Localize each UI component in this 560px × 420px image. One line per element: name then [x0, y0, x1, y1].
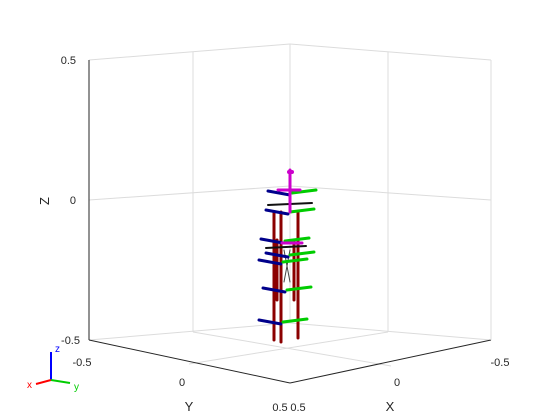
y-tick-zero: 0 [179, 377, 185, 389]
robot-frame-x-5 [261, 286, 287, 294]
robot-frame-x-1 [264, 208, 290, 216]
y-tick-neg: -0.5 [73, 357, 92, 369]
axes-box [88, 60, 492, 384]
y-tick-pos: 0.5 [272, 402, 287, 414]
y-axis-label: Y [185, 399, 194, 414]
triad-y-label: y [74, 382, 79, 393]
robot-frame-y-1 [288, 207, 316, 214]
x-tick-neg: -0.5 [491, 357, 510, 369]
robot-frame-y-4 [281, 257, 309, 264]
x-tick-pos: 0.5 [290, 402, 305, 414]
z-tick-bottom: -0.5 [61, 335, 80, 347]
robot-frame-y-5 [285, 285, 313, 292]
triad-z-label: z [55, 344, 60, 355]
x-axis-label: X [386, 399, 395, 414]
triad-x-label: x [27, 380, 32, 391]
robot-frames [257, 168, 318, 344]
robot-frame-x-2 [259, 237, 285, 245]
robot-frame-x-6 [257, 318, 283, 326]
orientation-triad: z x y [27, 344, 79, 393]
z-tick-mid: 0 [70, 195, 76, 207]
robot-frame-y-2 [283, 236, 311, 243]
z-axis-label: Z [37, 197, 52, 205]
robot-frame-x-0 [266, 189, 292, 197]
robot-frame-dark-1 [265, 245, 307, 249]
z-tick-top: 0.5 [61, 55, 76, 67]
triad-y-axis [50, 379, 71, 384]
robot-frame-y-6 [281, 317, 309, 324]
robot-frame-x-3 [264, 251, 290, 259]
x-tick-zero: 0 [394, 377, 400, 389]
triad-x-axis [35, 379, 52, 385]
robot-frame-y-0 [290, 188, 318, 195]
robot-frame-y-3 [288, 250, 316, 257]
robot-frame-x-4 [257, 258, 283, 266]
